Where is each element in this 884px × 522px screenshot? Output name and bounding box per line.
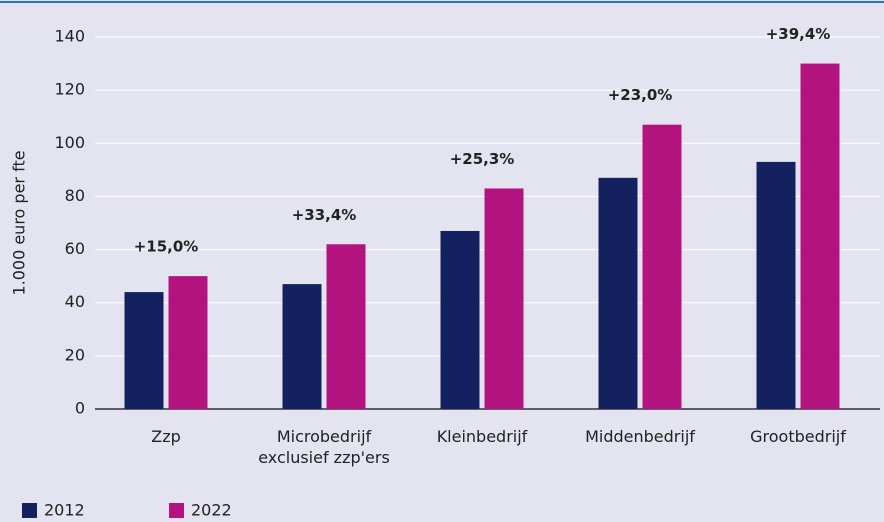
legend-label: 2022 — [191, 501, 232, 520]
bar — [326, 244, 366, 409]
annotation: +39,4% — [766, 25, 831, 43]
y-tick-label: 20 — [65, 345, 85, 364]
annotation: +25,3% — [450, 150, 515, 168]
y-tick-label: 80 — [65, 186, 85, 205]
annotation: +33,4% — [292, 206, 357, 224]
y-tick-label: 60 — [65, 239, 85, 258]
bar — [168, 276, 208, 409]
x-tick-label: Grootbedrijf — [750, 427, 846, 446]
legend-label: 2012 — [44, 501, 85, 520]
bar — [124, 292, 164, 409]
bar — [440, 230, 480, 409]
x-tick-label: Middenbedrijf — [585, 427, 695, 446]
bar — [756, 161, 796, 409]
y-axis-title: 1.000 euro per fte — [10, 150, 29, 295]
bar — [800, 63, 840, 409]
legend-swatch — [22, 503, 37, 518]
x-tick-label: Microbedrijf exclusief zzp'ers — [258, 427, 390, 467]
y-tick-label: 0 — [75, 399, 85, 418]
annotation: +23,0% — [608, 86, 673, 104]
legend-swatch — [169, 503, 184, 518]
x-tick-label: Zzp — [151, 427, 181, 446]
y-tick-label: 140 — [54, 27, 85, 46]
bar — [484, 188, 524, 409]
y-tick-label: 120 — [54, 80, 85, 99]
y-tick-label: 100 — [54, 133, 85, 152]
bar — [598, 177, 638, 409]
y-tick-label: 40 — [65, 292, 85, 311]
x-tick-label: Kleinbedrijf — [436, 427, 528, 446]
bar — [642, 124, 682, 409]
bar — [282, 284, 322, 409]
annotation: +15,0% — [134, 238, 199, 256]
